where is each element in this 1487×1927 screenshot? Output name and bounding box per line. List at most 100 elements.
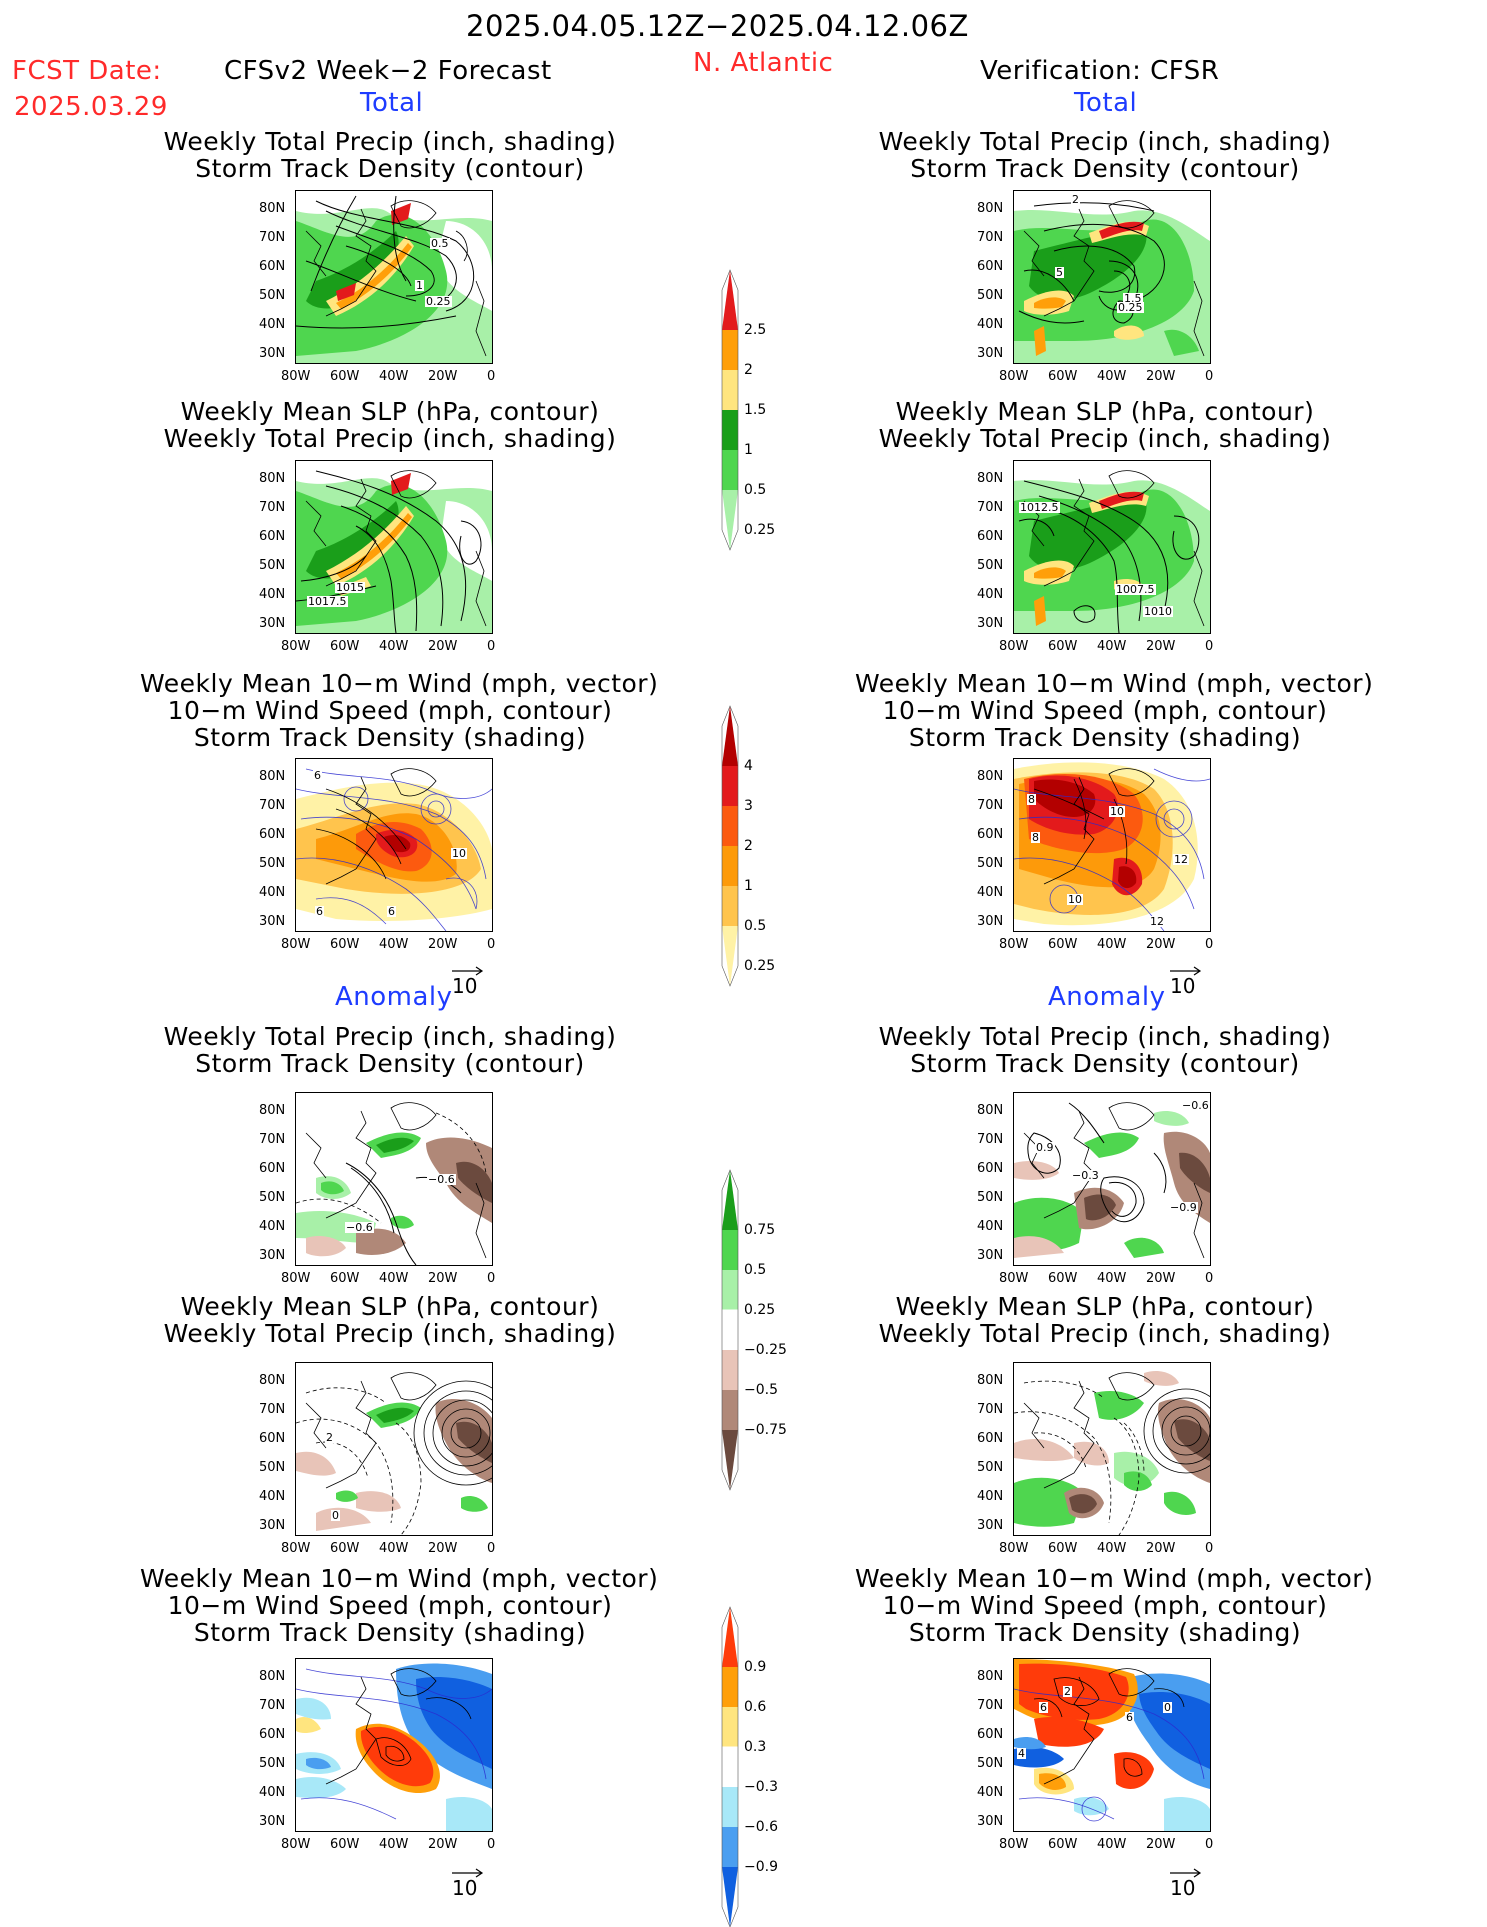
- lat-tick-label: 60N: [259, 1161, 286, 1176]
- lon-tick-label: 40W: [379, 1541, 409, 1556]
- colorbar-outline: [721, 1169, 739, 1491]
- lon-tick-label: 20W: [1146, 937, 1176, 952]
- lat-tick-label: 80N: [977, 1669, 1004, 1684]
- fcst-date-label: FCST Date:: [12, 56, 162, 86]
- map-fc-anom-wind: [295, 1658, 493, 1832]
- lat-tick-label: 70N: [977, 500, 1004, 515]
- title-line-2: Weekly Total Precip (inch, shading): [878, 1319, 1332, 1348]
- colorbar-segment: [721, 1309, 739, 1351]
- lon-tick-label: 60W: [1048, 1271, 1078, 1286]
- lon-tick-label: 20W: [428, 639, 458, 654]
- colorbar-segment: [722, 1667, 738, 1707]
- colorbar-segment: [721, 1746, 739, 1788]
- colorbar-storm-total: 4 3 2 1 0.5 0.25: [721, 705, 775, 987]
- lat-tick-label: 50N: [977, 1190, 1004, 1205]
- colorbar-label: −0.6: [744, 1819, 778, 1835]
- contour-label: 1015: [335, 581, 365, 594]
- colorbar-segment: [722, 1350, 738, 1390]
- lon-tick-label: 60W: [1048, 937, 1078, 952]
- lat-tick-label: 70N: [977, 798, 1004, 813]
- colorbar-segment: [722, 1230, 738, 1270]
- lat-tick-label: 40N: [259, 587, 286, 602]
- contour-label: 6: [1125, 1711, 1134, 1724]
- contour-label: 0.5: [430, 237, 450, 250]
- contour-label: 0: [1163, 1701, 1172, 1714]
- colorbar-outline: [721, 705, 739, 987]
- title-line-3: Storm Track Density (shading): [193, 1618, 587, 1647]
- lon-tick-label: 80W: [281, 1837, 311, 1852]
- contour-label: 1.5: [1123, 292, 1143, 305]
- lon-tick-label: 20W: [1146, 639, 1176, 654]
- contour-label: 2: [325, 1431, 334, 1444]
- colorbar-label: −0.75: [744, 1422, 787, 1438]
- colorbar-label: 0.6: [744, 1699, 767, 1715]
- lat-tick-label: 50N: [977, 288, 1004, 303]
- lon-tick-label: 60W: [330, 937, 360, 952]
- lon-tick-label: 0: [1205, 1837, 1214, 1852]
- contour-label: 1: [415, 279, 424, 292]
- contour-label: 2: [1063, 1685, 1072, 1698]
- lon-tick-label: 20W: [1146, 1837, 1176, 1852]
- title-vf-anom-wind: Weekly Mean 10−m Wind (mph, vector) 10−m…: [855, 1564, 1374, 1646]
- lon-tick-label: 80W: [999, 1271, 1029, 1286]
- title-line-2: Storm Track Density (contour): [195, 1049, 585, 1078]
- lat-tick-label: 60N: [977, 529, 1004, 544]
- title-line-2: 10−m Wind Speed (mph, contour): [167, 696, 613, 725]
- title-line-1: Weekly Mean SLP (hPa, contour): [180, 1292, 600, 1321]
- colorbar-label: 1: [744, 878, 753, 894]
- lon-tick-label: 20W: [1146, 1541, 1176, 1556]
- colorbar-label: 0.75: [744, 1222, 776, 1238]
- title-line-1: Weekly Mean 10−m Wind (mph, vector): [855, 1564, 1374, 1593]
- lat-tick-label: 80N: [977, 769, 1004, 784]
- lon-tick-label: 40W: [1097, 1541, 1127, 1556]
- lon-tick-label: 0: [487, 1541, 496, 1556]
- title-line-2: Storm Track Density (contour): [910, 1049, 1300, 1078]
- lat-tick-label: 60N: [977, 1727, 1004, 1742]
- lon-tick-label: 0: [487, 937, 496, 952]
- lat-tick-label: 80N: [977, 201, 1004, 216]
- colorbar-segment: [722, 410, 738, 450]
- title-line-2: 10−m Wind Speed (mph, contour): [882, 696, 1328, 725]
- title-fc-anom-slp: Weekly Mean SLP (hPa, contour) Weekly To…: [140, 1293, 640, 1347]
- lat-tick-label: 40N: [259, 317, 286, 332]
- vector-reference-fc-anom: 10: [452, 1868, 484, 1898]
- colorbar-label: 0.25: [744, 1302, 776, 1318]
- colorbar-segment: [722, 846, 738, 886]
- contour-label: 6: [313, 769, 322, 782]
- contour-label: 6: [387, 905, 396, 918]
- lat-tick-label: 30N: [977, 346, 1004, 361]
- lon-tick-label: 80W: [999, 639, 1029, 654]
- lon-tick-label: 80W: [999, 1541, 1029, 1556]
- colorbar-label: 4: [744, 758, 753, 774]
- lat-tick-label: 70N: [977, 230, 1004, 245]
- lat-tick-label: 50N: [259, 1460, 286, 1475]
- lon-tick-label: 20W: [428, 1271, 458, 1286]
- colorbar-graphic: [721, 1169, 739, 1491]
- contour-label: 5: [1055, 266, 1064, 279]
- lat-tick-label: 30N: [977, 1814, 1004, 1829]
- colorbar-label: 2: [744, 362, 753, 378]
- lat-tick-label: 40N: [977, 587, 1004, 602]
- title-line-3: Storm Track Density (shading): [908, 723, 1302, 752]
- title-fc-total-wind: Weekly Mean 10−m Wind (mph, vector) 10−m…: [140, 670, 658, 751]
- lat-tick-label: 40N: [259, 885, 286, 900]
- lat-tick-label: 80N: [977, 1373, 1004, 1388]
- contour-label: −0.6: [427, 1173, 456, 1186]
- lat-tick-label: 30N: [977, 914, 1004, 929]
- colorbar-label: −0.5: [744, 1382, 778, 1398]
- map-fc-anom-precip: [295, 1092, 493, 1266]
- lat-tick-label: 70N: [977, 1698, 1004, 1713]
- lon-tick-label: 60W: [1048, 1837, 1078, 1852]
- lon-tick-label: 20W: [1146, 369, 1176, 384]
- lat-tick-label: 30N: [259, 1814, 286, 1829]
- colorbar-label: 0.5: [744, 918, 767, 934]
- colorbar-label: −0.25: [744, 1342, 787, 1358]
- lon-tick-label: 0: [1205, 937, 1214, 952]
- lat-tick-label: 30N: [259, 1518, 286, 1533]
- title-line-1: Weekly Mean SLP (hPa, contour): [180, 397, 600, 426]
- colorbar-segment: [722, 1607, 738, 1667]
- lat-tick-label: 80N: [259, 471, 286, 486]
- lon-tick-label: 80W: [281, 1271, 311, 1286]
- title-vf-total-wind: Weekly Mean 10−m Wind (mph, vector) 10−m…: [855, 670, 1373, 752]
- lon-tick-label: 80W: [999, 937, 1029, 952]
